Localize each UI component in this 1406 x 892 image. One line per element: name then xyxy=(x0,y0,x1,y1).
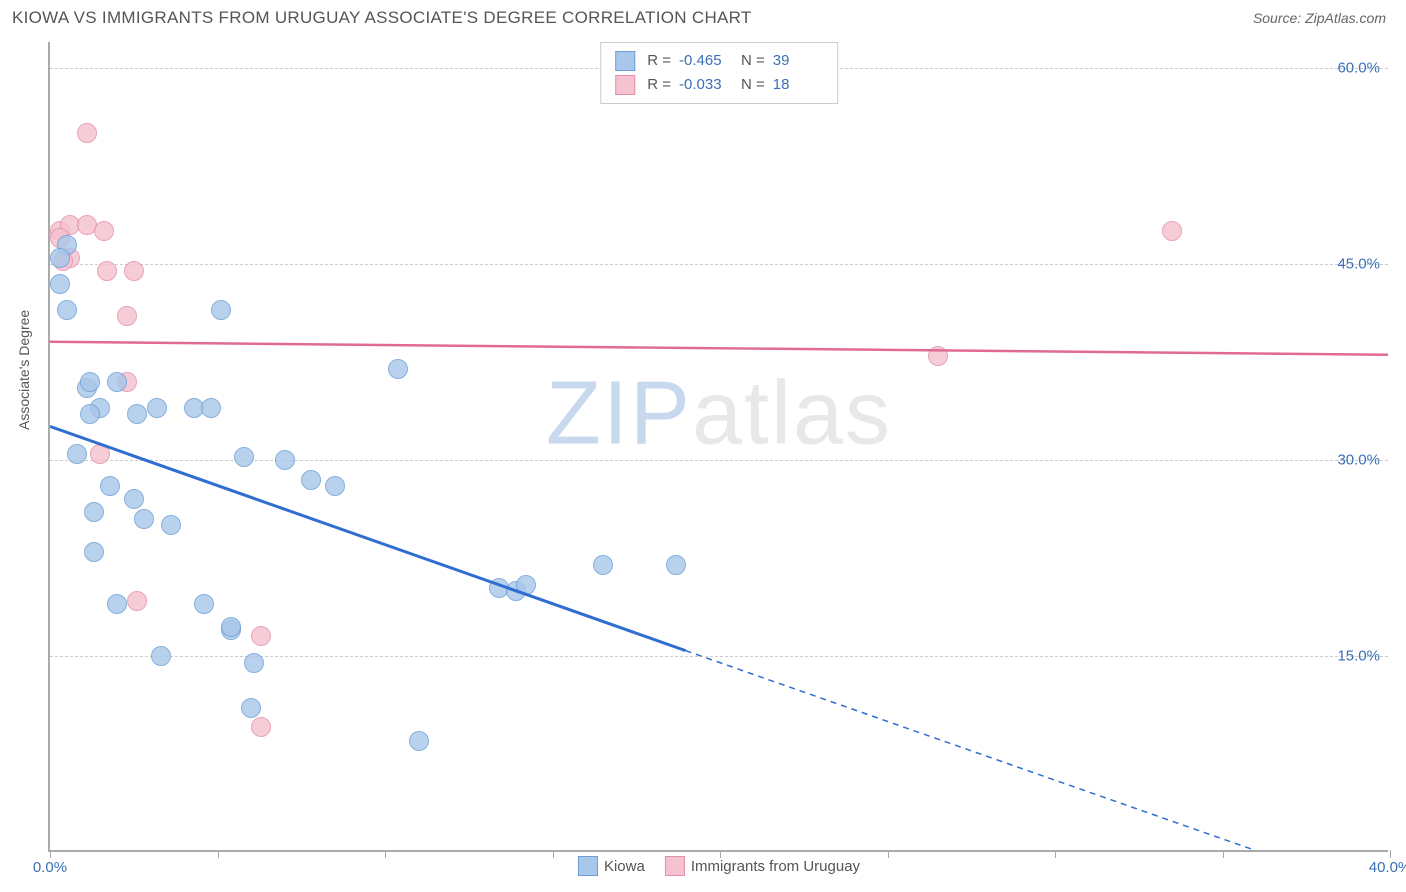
scatter-point-uruguay xyxy=(124,261,144,281)
chart-plot-area: ZIPatlas 15.0%30.0%45.0%60.0% 0.0%40.0% … xyxy=(48,42,1388,852)
scatter-point-kiowa xyxy=(124,489,144,509)
scatter-point-kiowa xyxy=(244,653,264,673)
x-tick xyxy=(385,850,386,858)
x-tick xyxy=(50,850,51,858)
scatter-point-kiowa xyxy=(134,509,154,529)
legend-row-series2: R = -0.033 N = 18 xyxy=(615,73,823,97)
scatter-points-layer xyxy=(50,42,1388,850)
legend-series: Kiowa Immigrants from Uruguay xyxy=(578,856,860,876)
scatter-point-uruguay xyxy=(251,717,271,737)
r-value-series2: -0.033 xyxy=(679,73,729,97)
chart-title: KIOWA VS IMMIGRANTS FROM URUGUAY ASSOCIA… xyxy=(12,8,752,28)
scatter-point-kiowa xyxy=(201,398,221,418)
x-tick xyxy=(1390,850,1391,858)
x-tick xyxy=(553,850,554,858)
scatter-point-kiowa xyxy=(221,617,241,637)
n-label: N = xyxy=(741,73,765,97)
legend-item-uruguay: Immigrants from Uruguay xyxy=(665,856,860,876)
scatter-point-kiowa xyxy=(50,248,70,268)
r-label: R = xyxy=(647,49,671,73)
scatter-point-uruguay xyxy=(1162,221,1182,241)
scatter-point-kiowa xyxy=(241,698,261,718)
scatter-point-kiowa xyxy=(161,515,181,535)
legend-label-kiowa: Kiowa xyxy=(604,858,645,875)
legend-correlation: R = -0.465 N = 39 R = -0.033 N = 18 xyxy=(600,42,838,104)
legend-swatch-series1 xyxy=(615,51,635,71)
x-tick xyxy=(218,850,219,858)
legend-swatch-series2 xyxy=(615,75,635,95)
scatter-point-kiowa xyxy=(67,444,87,464)
scatter-point-kiowa xyxy=(84,542,104,562)
scatter-point-kiowa xyxy=(211,300,231,320)
scatter-point-kiowa xyxy=(409,731,429,751)
legend-swatch-kiowa xyxy=(578,856,598,876)
scatter-point-kiowa xyxy=(107,594,127,614)
scatter-point-kiowa xyxy=(388,359,408,379)
scatter-point-kiowa xyxy=(325,476,345,496)
n-value-series2: 18 xyxy=(773,73,823,97)
scatter-point-kiowa xyxy=(50,274,70,294)
scatter-point-uruguay xyxy=(928,346,948,366)
scatter-point-uruguay xyxy=(117,306,137,326)
scatter-point-uruguay xyxy=(251,626,271,646)
r-label: R = xyxy=(647,73,671,97)
scatter-point-kiowa xyxy=(194,594,214,614)
legend-row-series1: R = -0.465 N = 39 xyxy=(615,49,823,73)
x-tick-label: 0.0% xyxy=(33,859,67,876)
scatter-point-kiowa xyxy=(107,372,127,392)
chart-source: Source: ZipAtlas.com xyxy=(1253,10,1386,26)
scatter-point-kiowa xyxy=(301,470,321,490)
scatter-point-kiowa xyxy=(147,398,167,418)
x-tick xyxy=(1223,850,1224,858)
scatter-point-uruguay xyxy=(94,221,114,241)
scatter-point-uruguay xyxy=(127,591,147,611)
scatter-point-kiowa xyxy=(275,450,295,470)
scatter-point-kiowa xyxy=(80,404,100,424)
legend-swatch-uruguay xyxy=(665,856,685,876)
scatter-point-kiowa xyxy=(57,300,77,320)
scatter-point-kiowa xyxy=(127,404,147,424)
y-axis-label: Associate's Degree xyxy=(16,310,32,430)
n-value-series1: 39 xyxy=(773,49,823,73)
scatter-point-kiowa xyxy=(100,476,120,496)
x-tick-label: 40.0% xyxy=(1369,859,1406,876)
scatter-point-kiowa xyxy=(84,502,104,522)
x-tick xyxy=(1055,850,1056,858)
scatter-point-uruguay xyxy=(97,261,117,281)
scatter-point-kiowa xyxy=(516,575,536,595)
scatter-point-kiowa xyxy=(80,372,100,392)
scatter-point-kiowa xyxy=(151,646,171,666)
r-value-series1: -0.465 xyxy=(679,49,729,73)
scatter-point-kiowa xyxy=(234,447,254,467)
chart-header: KIOWA VS IMMIGRANTS FROM URUGUAY ASSOCIA… xyxy=(0,0,1406,34)
legend-label-uruguay: Immigrants from Uruguay xyxy=(691,858,860,875)
x-tick xyxy=(888,850,889,858)
scatter-point-uruguay xyxy=(90,444,110,464)
scatter-point-uruguay xyxy=(77,123,97,143)
n-label: N = xyxy=(741,49,765,73)
scatter-point-kiowa xyxy=(593,555,613,575)
legend-item-kiowa: Kiowa xyxy=(578,856,645,876)
scatter-point-kiowa xyxy=(666,555,686,575)
